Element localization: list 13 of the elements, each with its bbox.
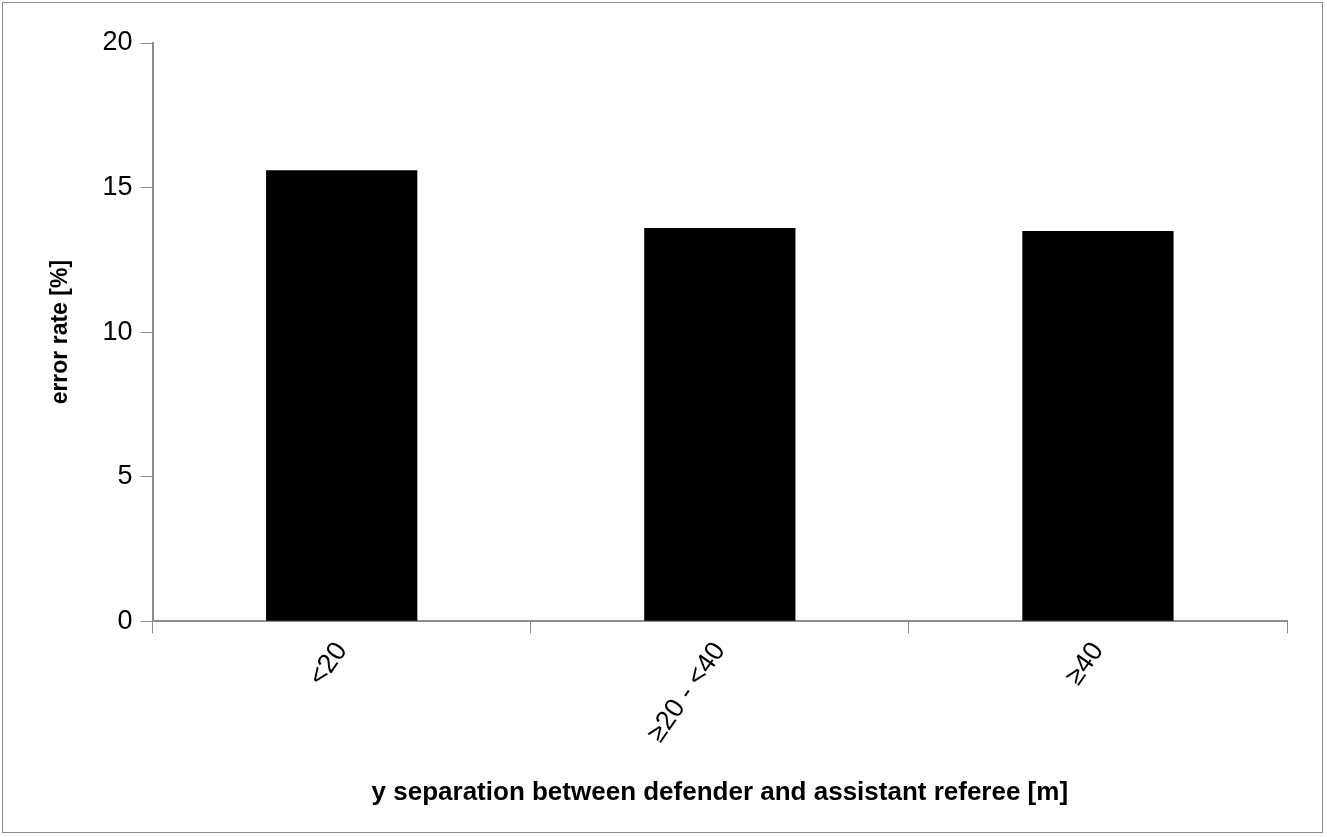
x-tick-label: ≥40: [1058, 636, 1109, 691]
x-tick-label: <20: [301, 636, 353, 691]
bar: [1022, 230, 1174, 621]
y-tick-label: 5: [117, 460, 133, 491]
y-tick-label: 10: [102, 315, 133, 346]
x-tick-label: ≥20 - <40: [640, 636, 731, 748]
y-tick-label: 15: [102, 171, 133, 202]
y-axis-title: error rate [%]: [46, 259, 73, 405]
bar: [644, 228, 796, 621]
y-tick-label: 20: [102, 26, 133, 57]
bar: [266, 170, 418, 621]
x-axis-title: y separation between defender and assistant referee [m]: [371, 775, 1069, 806]
y-tick-label: 0: [117, 604, 133, 635]
